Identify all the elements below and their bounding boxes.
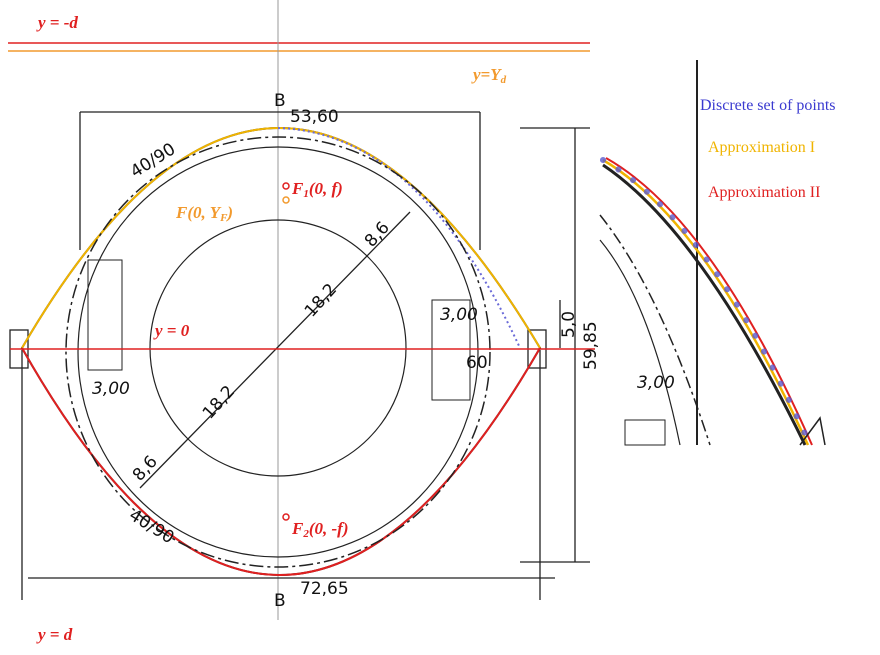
dimension: 40/90 [127,139,179,182]
dimension: 3,00 [440,305,478,325]
inset: 3,00 Discrete set of points Approximatio… [599,60,836,448]
legend-entry: Approximation I [708,139,815,156]
left-box [87,259,123,371]
lining-inner [77,146,479,558]
label: F1(0, f) [291,179,343,200]
lining [65,136,491,568]
approximation-2 [21,347,541,576]
dimension: 40/90 [125,505,177,548]
radius-line [139,211,411,489]
right-box [431,299,471,401]
dimension: 18,2 [199,382,239,424]
label: y=Yd [471,65,507,86]
dimension: 59,85 [581,321,601,370]
dimension: 18,2 [301,280,341,322]
label: y = d [36,625,73,644]
foci [282,182,290,521]
dimension: 53,60 [290,107,339,127]
dimension: 72,65 [300,579,349,599]
dimension: 8,6 [361,218,394,251]
section-mark: B [274,91,286,111]
dimension: 5,0 [559,311,579,338]
inner-circle [149,219,407,477]
label: F(0, YF) [175,203,233,224]
legend-entry: Approximation II [708,184,820,201]
dimension: 60 [466,353,488,373]
section-mark: B [274,591,286,611]
outer-profile [20,127,542,576]
label: y = 0 [153,321,190,340]
label: y = -d [36,13,78,32]
dimension: 3,00 [92,379,130,399]
label: F2(0, -f) [291,519,349,540]
dimension: 3,00 [637,373,675,393]
legend-entry: Discrete set of points [700,97,836,114]
dimension: 8,6 [129,452,162,485]
discrete-points [277,127,521,349]
